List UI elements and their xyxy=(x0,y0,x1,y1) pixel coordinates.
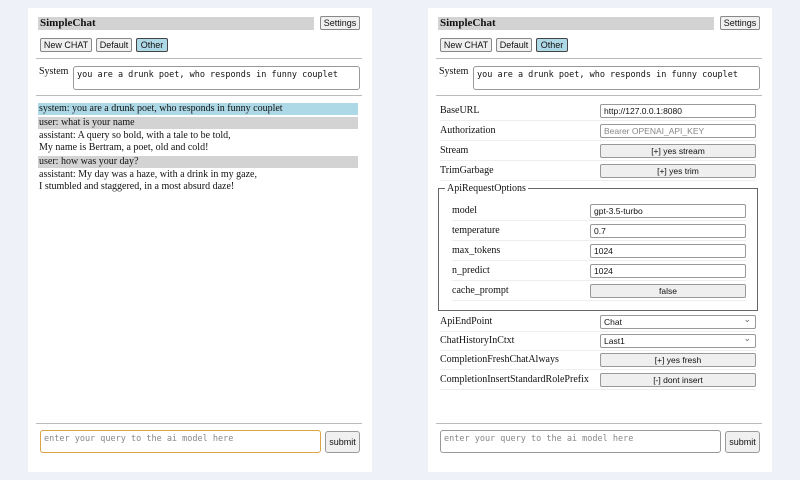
trimgarbage-toggle[interactable]: [+] yes trim xyxy=(600,164,756,178)
message-line: I stumbled and staggered, in a most absu… xyxy=(39,180,235,192)
message-line: My name is Bertram, a poet, old and cold… xyxy=(39,141,209,153)
setting-completion-fresh: CompletionFreshChatAlways [+] yes fresh xyxy=(440,351,756,370)
option-label: max_tokens xyxy=(452,245,501,256)
message-system: system: you are a drunk poet, who respon… xyxy=(38,103,358,115)
api-request-options: ApiRequestOptions xyxy=(438,183,758,311)
other-button[interactable]: Other xyxy=(136,38,168,52)
divider xyxy=(36,95,362,96)
option-cache-prompt: cache_prompt false xyxy=(452,282,746,301)
submit-button[interactable]: submit xyxy=(725,431,760,453)
option-label: temperature xyxy=(452,225,500,236)
divider xyxy=(36,58,362,59)
authorization-input[interactable]: Bearer OPENAI_API_KEY xyxy=(600,124,756,138)
other-button[interactable]: Other xyxy=(536,38,568,52)
default-button[interactable]: Default xyxy=(496,38,532,52)
divider xyxy=(36,423,362,424)
chat-panel: SimpleChat Settings New CHAT Default Oth… xyxy=(28,8,372,472)
setting-chathistory: ChatHistoryInCtxt Last1 xyxy=(440,332,756,351)
message-assistant: assistant: My day was a haze, with a dri… xyxy=(38,169,358,192)
divider xyxy=(436,423,762,424)
default-button[interactable]: Default xyxy=(96,38,132,52)
setting-label: ApiEndPoint xyxy=(440,316,493,327)
message-user: user: how was your day? xyxy=(38,156,358,168)
stream-toggle[interactable]: [+] yes stream xyxy=(600,144,756,158)
max-tokens-input[interactable]: 1024 xyxy=(590,244,746,258)
option-model: model gpt-3.5-turbo xyxy=(452,202,746,221)
divider xyxy=(436,58,762,59)
setting-label: ChatHistoryInCtxt xyxy=(440,335,515,346)
option-label: model xyxy=(452,205,477,216)
option-label: n_predict xyxy=(452,265,490,276)
model-input[interactable]: gpt-3.5-turbo xyxy=(590,204,746,218)
submit-button[interactable]: submit xyxy=(325,431,360,453)
message-assistant: assistant: A query so bold, with a tale … xyxy=(38,130,358,153)
option-n-predict: n_predict 1024 xyxy=(452,262,746,281)
setting-label: BaseURL xyxy=(440,105,480,116)
settings-panel: SimpleChat Settings New CHAT Default Oth… xyxy=(428,8,772,472)
setting-label: Stream xyxy=(440,145,469,156)
completion-prefix-toggle[interactable]: [-] dont insert xyxy=(600,373,756,387)
chathistory-select[interactable]: Last1 xyxy=(600,332,756,348)
system-prompt-input[interactable]: you are a drunk poet, who responds in fu… xyxy=(473,66,760,90)
setting-trimgarbage: TrimGarbage [+] yes trim xyxy=(440,162,756,181)
setting-label: Authorization xyxy=(440,125,496,136)
setting-stream: Stream [+] yes stream xyxy=(440,142,756,161)
query-input[interactable]: enter your query to the ai model here xyxy=(440,430,721,453)
setting-completion-prefix: CompletionInsertStandardRolePrefix [-] do… xyxy=(440,371,756,390)
message-line: assistant: My day was a haze, with a dri… xyxy=(39,169,257,180)
completion-fresh-toggle[interactable]: [+] yes fresh xyxy=(600,353,756,367)
option-max-tokens: max_tokens 1024 xyxy=(452,242,746,261)
app-title: SimpleChat xyxy=(38,17,314,30)
option-temperature: temperature 0.7 xyxy=(452,222,746,241)
settings-button[interactable]: Settings xyxy=(720,16,760,30)
setting-authorization: Authorization Bearer OPENAI_API_KEY xyxy=(440,122,756,141)
message-line: assistant: A query so bold, with a tale … xyxy=(39,130,231,141)
settings-button[interactable]: Settings xyxy=(320,16,360,30)
baseurl-input[interactable]: http://127.0.0.1:8080 xyxy=(600,104,756,118)
new-chat-button[interactable]: New CHAT xyxy=(440,38,492,52)
fieldset-legend: ApiRequestOptions xyxy=(447,183,526,194)
option-label: cache_prompt xyxy=(452,285,509,296)
temperature-input[interactable]: 0.7 xyxy=(590,224,746,238)
setting-baseurl: BaseURL http://127.0.0.1:8080 xyxy=(440,102,756,121)
cache-prompt-toggle[interactable]: false xyxy=(590,284,746,298)
setting-label: CompletionInsertStandardRolePrefix xyxy=(440,374,589,385)
system-prompt-input[interactable]: you are a drunk poet, who responds in fu… xyxy=(73,66,360,90)
n-predict-input[interactable]: 1024 xyxy=(590,264,746,278)
divider xyxy=(436,95,762,96)
system-label: System xyxy=(439,66,469,77)
setting-label: CompletionFreshChatAlways xyxy=(440,354,559,365)
setting-apiendpoint: ApiEndPoint Chat xyxy=(440,313,756,332)
setting-label: TrimGarbage xyxy=(440,165,494,176)
new-chat-button[interactable]: New CHAT xyxy=(40,38,92,52)
apiendpoint-select[interactable]: Chat xyxy=(600,313,756,329)
message-user: user: what is your name xyxy=(38,117,358,129)
query-input[interactable]: enter your query to the ai model here xyxy=(40,430,321,453)
system-label: System xyxy=(39,66,69,77)
app-title: SimpleChat xyxy=(438,17,714,30)
